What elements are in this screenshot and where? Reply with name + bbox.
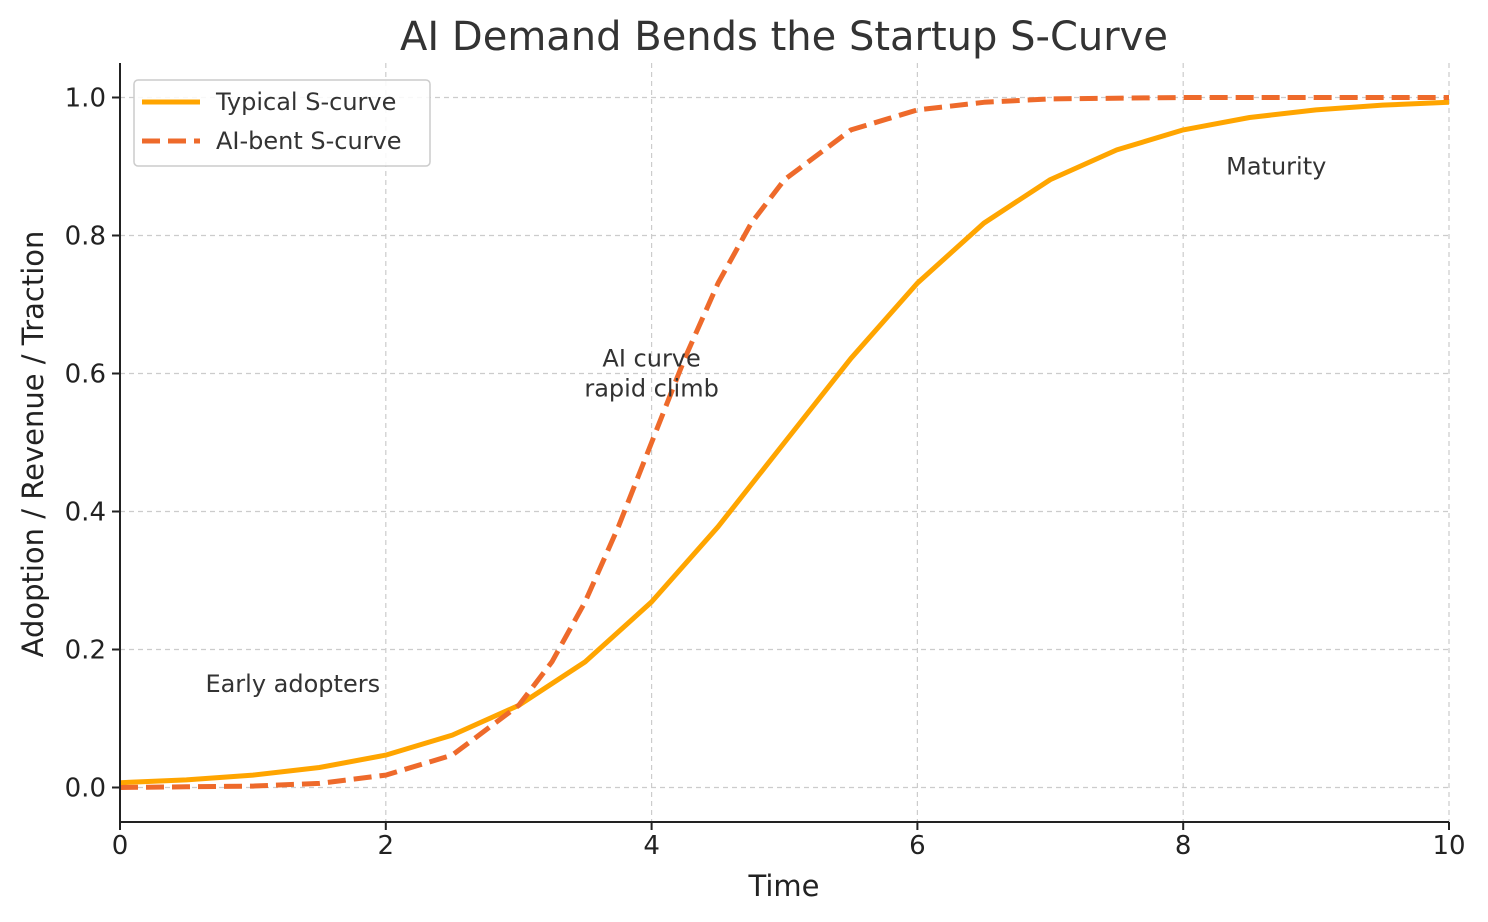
y-tick-label: 0.4	[65, 498, 106, 528]
legend-label: Typical S-curve	[215, 88, 396, 116]
y-tick-label: 0.2	[65, 636, 106, 666]
y-axis-label: Adoption / Revenue / Traction	[16, 231, 50, 658]
axes-layer: 0 2 4 6 8 10 0.0 0.2 0.4 0.6 0.8 1.0	[65, 63, 1466, 861]
x-axis-label: Time	[748, 869, 820, 903]
x-tick-label: 6	[909, 831, 926, 861]
series-line-typical-s-curve	[119, 99, 1450, 786]
y-tick-label: 0.8	[65, 222, 106, 252]
annotation-text: Early adopters	[205, 670, 380, 698]
x-tick-label: 10	[1432, 831, 1465, 861]
y-tick-label: 0.6	[65, 360, 106, 390]
x-tick-label: 0	[112, 831, 129, 861]
annotation-text: Maturity	[1226, 153, 1326, 181]
x-tick-label: 8	[1175, 831, 1192, 861]
series-line-ai-bent-s-curve	[119, 95, 1449, 790]
annotation-text: AI curve	[602, 345, 700, 373]
x-tick-label: 4	[643, 831, 660, 861]
y-tick-label: 1.0	[65, 84, 106, 114]
chart-title: AI Demand Bends the Startup S-Curve	[400, 14, 1168, 60]
y-tick-label: 0.0	[65, 774, 106, 804]
legend-label: AI-bent S-curve	[216, 127, 402, 155]
legend-box	[133, 79, 431, 167]
legend: Typical S-curve AI-bent S-curve	[133, 79, 431, 167]
annotation-text: rapid climb	[584, 375, 718, 403]
x-tick-label: 2	[378, 831, 395, 861]
series-layer	[119, 95, 1450, 790]
